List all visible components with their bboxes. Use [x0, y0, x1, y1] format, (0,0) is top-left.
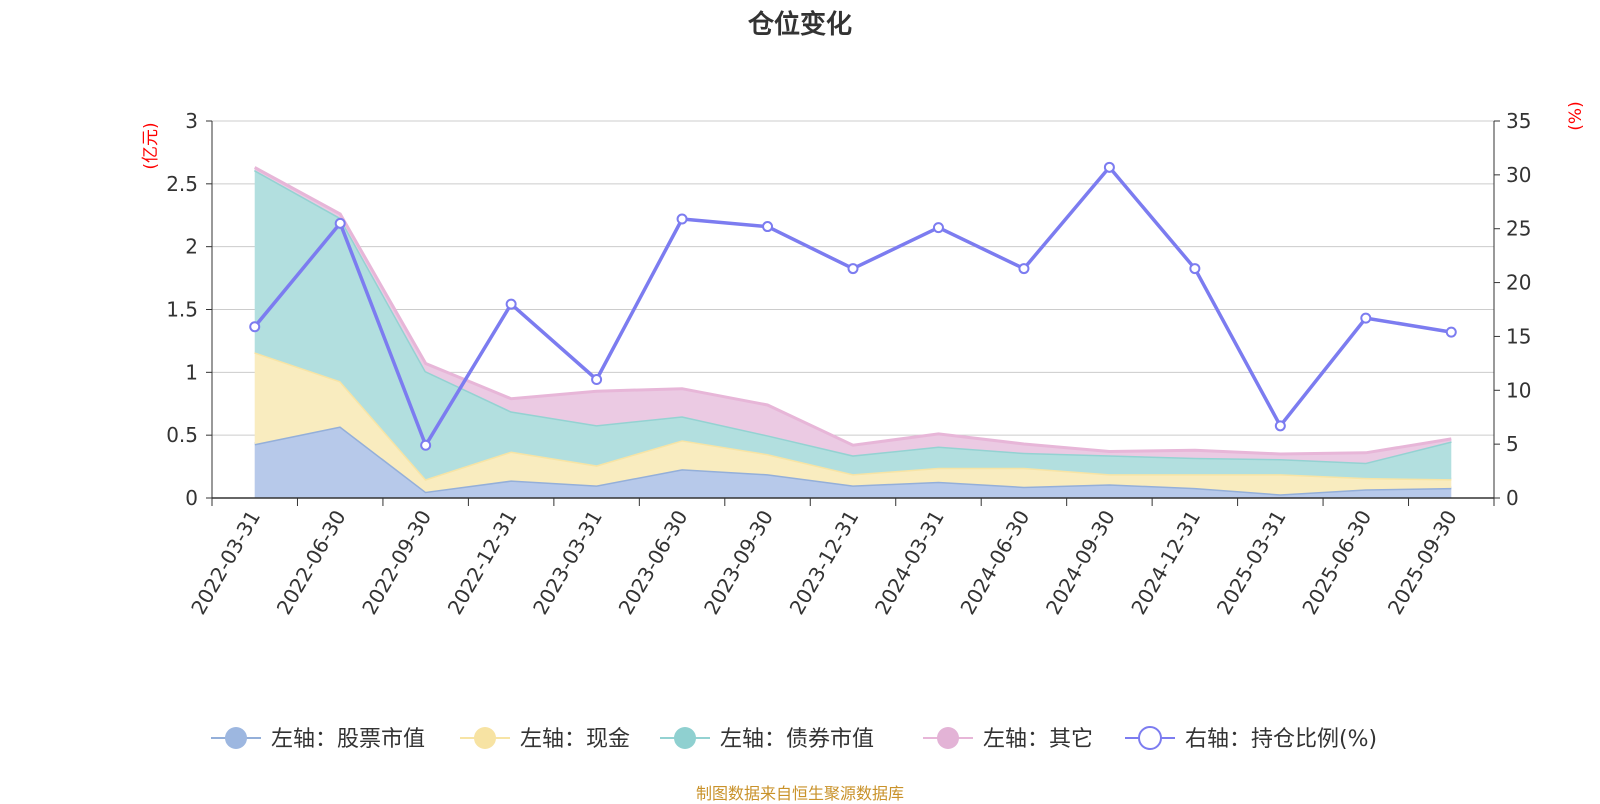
right-axis-tick-label: 0 [1506, 486, 1519, 510]
x-axis-tick-label: 2024-03-31 [870, 506, 949, 619]
ratio-point [1018, 263, 1030, 275]
legend-item: 左轴：其它 [923, 727, 1093, 752]
legend-item: 左轴：股票市值 [211, 727, 425, 752]
left-axis-tick-label: 0 [185, 486, 198, 510]
ratio-point [1360, 312, 1372, 324]
ratio-point [932, 222, 944, 234]
legend-label: 左轴：其它 [983, 727, 1093, 752]
legend-swatch-icon [937, 727, 959, 749]
right-axis-tick-label: 15 [1506, 324, 1531, 348]
chart-title: 仓位变化 [747, 10, 852, 40]
x-axis-tick-label: 2023-09-30 [699, 506, 778, 619]
x-axis-tick-label: 2023-03-31 [528, 506, 607, 619]
ratio-point [1445, 326, 1457, 338]
x-axis-tick-label: 2023-12-31 [784, 506, 863, 619]
ratio-point [1274, 420, 1286, 432]
x-axis-tick-label: 2025-09-30 [1383, 506, 1462, 619]
left-axis-tick-label: 3 [185, 109, 198, 133]
x-axis-tick-label: 2024-06-30 [955, 506, 1034, 619]
legend-label: 左轴：股票市值 [271, 727, 425, 752]
legend-item: 右轴：持仓比例(%) [1125, 726, 1377, 752]
legend-label: 右轴：持仓比例(%) [1185, 727, 1377, 752]
area-edge-左轴：其它 [253, 166, 1452, 456]
ratio-point [847, 263, 859, 275]
legend-item: 左轴：债券市值 [660, 727, 874, 752]
legend: 左轴：股票市值 左轴：现金 左轴：债券市值 左轴：其它 右轴：持仓比例(%) [211, 726, 1377, 752]
x-axis-tick-label: 2024-09-30 [1041, 506, 1120, 619]
legend-label: 左轴：现金 [520, 727, 630, 752]
left-axis-tick-label: 1 [185, 360, 198, 384]
x-axis-tick-label: 2022-09-30 [357, 506, 436, 619]
holding-ratio-line [249, 161, 1457, 451]
right-axis-tick-label: 10 [1506, 378, 1531, 402]
legend-label: 左轴：债券市值 [720, 727, 874, 752]
ratio-point [1103, 161, 1115, 173]
area-左轴：股票市值 [254, 426, 1452, 498]
ratio-point [762, 221, 774, 233]
right-axis-tick-label: 30 [1506, 163, 1531, 187]
left-axis-tick-label: 0.5 [166, 423, 198, 447]
stacked-areas [253, 166, 1452, 498]
x-axis-tick-label: 2025-06-30 [1297, 506, 1376, 619]
ratio-point [591, 374, 603, 386]
left-axis-tick-label: 2.5 [166, 172, 198, 196]
legend-item: 左轴：现金 [460, 727, 630, 752]
x-axis-tick-label: 2023-06-30 [614, 506, 693, 619]
source-note: 制图数据来自恒生聚源数据库 [695, 784, 904, 803]
right-axis-tick-label: 20 [1506, 271, 1531, 295]
right-axis-tick-label: 35 [1506, 109, 1531, 133]
right-axis-tick-label: 5 [1506, 432, 1519, 456]
left-axis-tick-label: 2 [185, 235, 198, 259]
legend-swatch-icon [474, 727, 496, 749]
left-axis-tick-label: 1.5 [166, 298, 198, 322]
x-axis-tick-label: 2022-06-30 [272, 506, 351, 619]
x-axis-tick-label: 2022-03-31 [186, 506, 265, 619]
ratio-point [420, 439, 432, 451]
ratio-point [676, 213, 688, 225]
legend-swatch-icon [674, 727, 696, 749]
ratio-point [334, 217, 346, 229]
ratio-point [1189, 263, 1201, 275]
ratio-point [249, 321, 261, 333]
legend-circle-icon [1138, 726, 1162, 750]
x-axis-tick-label: 2025-03-31 [1212, 506, 1291, 619]
ratio-point [505, 298, 517, 310]
right-axis-tick-label: 25 [1506, 217, 1531, 241]
x-axis-tick-label: 2024-12-31 [1126, 506, 1205, 619]
legend-swatch-icon [225, 727, 247, 749]
right-axis-unit: (%) [1566, 101, 1586, 130]
x-axis-tick-label: 2022-12-31 [443, 506, 522, 619]
left-axis-unit: (亿元) [141, 122, 161, 169]
